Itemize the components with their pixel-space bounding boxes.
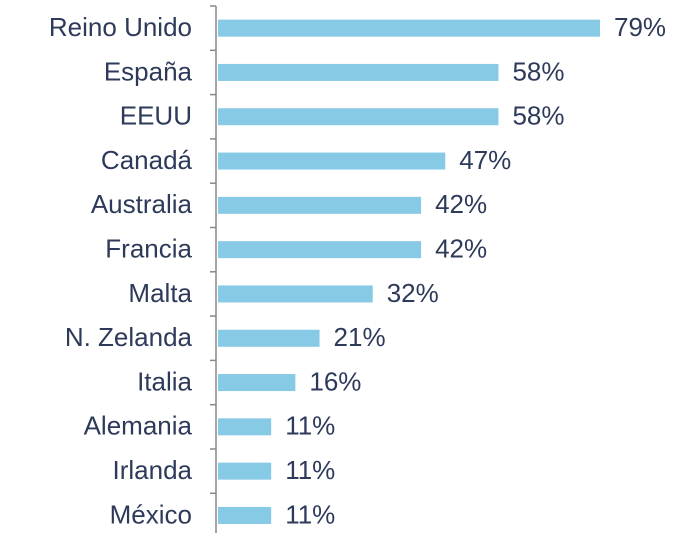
bar (218, 152, 446, 170)
bar (218, 418, 272, 436)
value-label: 16% (309, 366, 361, 396)
category-label: Francia (105, 234, 192, 264)
bar (218, 462, 272, 480)
category-label: Australia (91, 189, 193, 219)
category-label: México (110, 499, 192, 529)
value-label: 79% (614, 12, 666, 42)
bar (218, 329, 320, 347)
category-label: EEUU (120, 101, 192, 131)
value-label: 11% (285, 455, 335, 485)
category-label: Irlanda (113, 455, 193, 485)
value-label: 58% (512, 101, 564, 131)
value-label: 21% (334, 322, 386, 352)
bar (218, 285, 373, 303)
value-label: 42% (435, 189, 487, 219)
value-label: 11% (285, 411, 335, 441)
bar (218, 241, 422, 259)
bar (218, 196, 422, 214)
value-label: 47% (459, 145, 511, 175)
bar (218, 63, 499, 81)
value-label: 32% (387, 278, 439, 308)
bar (218, 374, 296, 392)
category-label: Alemania (84, 411, 193, 441)
value-label: 58% (512, 56, 564, 86)
bar (218, 108, 499, 126)
value-label: 11% (285, 499, 335, 529)
category-label: Malta (128, 278, 192, 308)
bar (218, 506, 272, 524)
category-label: Reino Unido (49, 12, 192, 42)
category-label: España (104, 56, 193, 86)
category-label: Canadá (101, 145, 193, 175)
category-label: N. Zelanda (65, 322, 193, 352)
value-label: 42% (435, 234, 487, 264)
category-label: Italia (137, 366, 192, 396)
bar (218, 19, 600, 37)
